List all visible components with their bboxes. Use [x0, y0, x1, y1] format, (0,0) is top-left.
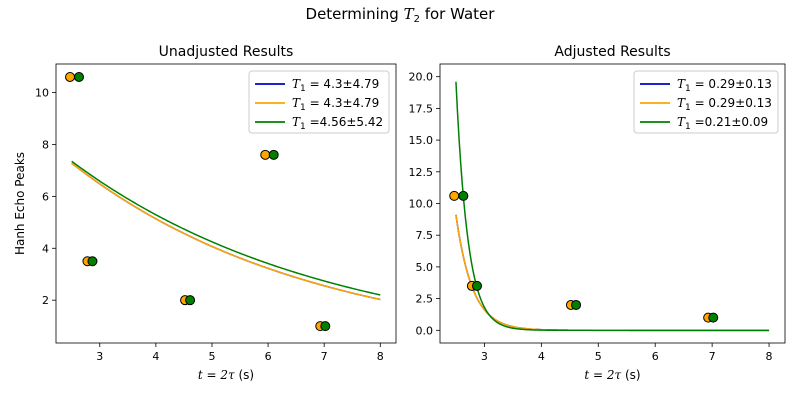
- data-point: [320, 321, 331, 332]
- legend-entry: T1 = 0.29±0.13: [677, 96, 772, 113]
- x-tick-label: 5: [595, 350, 602, 363]
- y-tick-label: 8: [42, 138, 49, 151]
- y-tick-label: 4: [42, 242, 49, 255]
- fit-curve-0: [71, 162, 381, 301]
- y-tick-label: 12.5: [409, 166, 434, 179]
- axes-frame: [55, 63, 397, 344]
- x-tick-label: 8: [766, 350, 773, 363]
- figure-suptitle: Determining T2 for Water: [306, 5, 496, 25]
- x-tick-label: 6: [265, 350, 272, 363]
- x-tick-label: 6: [652, 350, 659, 363]
- fit-curve-0: [455, 214, 770, 332]
- x-tick-label: 5: [208, 350, 215, 363]
- data-point: [65, 71, 76, 82]
- fit-curve-1: [71, 162, 381, 301]
- y-tick-label: 15.0: [409, 134, 434, 147]
- legend: T1 = 4.3±4.79 T1 = 4.3±4.79 T1 =4.56±5.42: [248, 70, 390, 134]
- x-tick-label: 3: [481, 350, 488, 363]
- fit-curve-2: [71, 160, 381, 296]
- data-point: [260, 149, 271, 160]
- y-tick-label: 2.5: [416, 293, 434, 306]
- x-axis-label: t = 2τ (s): [198, 368, 254, 382]
- x-tick-label: 4: [152, 350, 159, 363]
- axes-frame: [439, 63, 786, 344]
- x-tick-label: 7: [709, 350, 716, 363]
- x-tick-label: 8: [377, 350, 384, 363]
- y-tick-label: 10.0: [409, 198, 434, 211]
- x-tick-label: 3: [96, 350, 103, 363]
- data-point: [458, 190, 469, 201]
- data-point: [185, 295, 196, 306]
- fit-curve-2: [455, 81, 770, 332]
- legend-entry: T1 = 4.3±4.79: [292, 77, 379, 94]
- chart-title: Unadjusted Results: [159, 44, 294, 60]
- y-tick-label: 20.0: [409, 71, 434, 84]
- data-point: [571, 299, 582, 310]
- chart-unadjusted: Unadjusted Results 3 4 5 6 7 8 2 4 6 8 10 t = 2τ (s)…: [13, 44, 397, 382]
- y-tick-label: 6: [42, 190, 49, 203]
- data-point: [268, 149, 279, 160]
- legend-box: [633, 70, 779, 134]
- y-tick-label: 0.0: [416, 324, 434, 337]
- y-tick-label: 5.0: [416, 261, 434, 274]
- chart-title: Adjusted Results: [554, 44, 670, 60]
- y-tick-label: 7.5: [416, 229, 434, 242]
- y-tick-label: 17.5: [409, 102, 434, 115]
- legend-entry: T1 = 0.29±0.13: [677, 77, 772, 94]
- legend-box: [248, 70, 390, 134]
- y-tick-label: 10: [35, 87, 49, 100]
- legend-entry: T1 =4.56±5.42: [292, 115, 383, 132]
- x-axis-label: t = 2τ (s): [584, 368, 640, 382]
- data-point: [74, 71, 85, 82]
- x-tick-label: 7: [321, 350, 328, 363]
- chart-adjusted: Adjusted Results 3 4 5 6 7 8 0.0 2.5 5.0 7.5 10.0 12…: [409, 44, 786, 382]
- x-tick-label: 4: [538, 350, 545, 363]
- y-axis-label: Hanh Echo Peaks: [13, 152, 27, 255]
- data-point: [449, 190, 460, 201]
- data-point: [708, 312, 719, 323]
- fit-curve-1: [455, 214, 770, 332]
- y-tick-label: 2: [42, 294, 49, 307]
- data-point: [87, 256, 98, 267]
- data-point: [472, 280, 483, 291]
- legend-entry: T1 =0.21±0.09: [677, 115, 768, 132]
- legend-entry: T1 = 4.3±4.79: [292, 96, 379, 113]
- legend: T1 = 0.29±0.13 T1 = 0.29±0.13 T1 =0.21±0.0…: [633, 70, 779, 134]
